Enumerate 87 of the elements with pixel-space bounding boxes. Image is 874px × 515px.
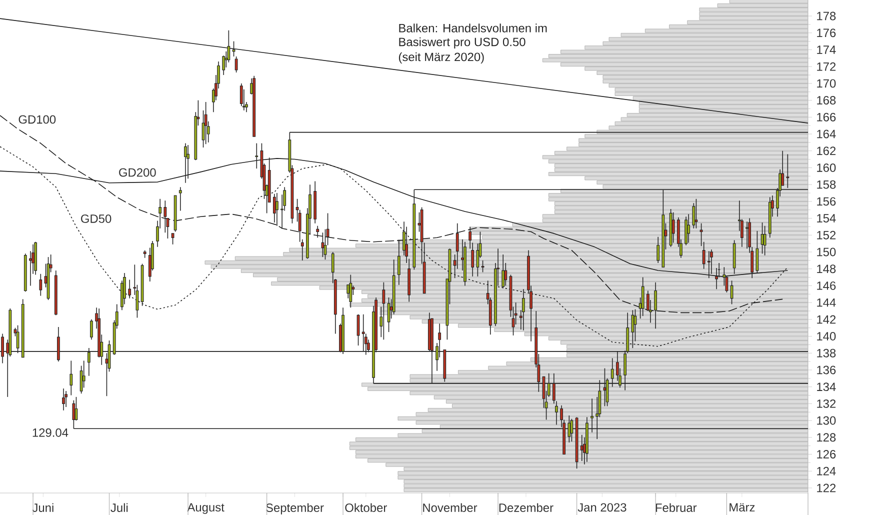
annotation: (seit März 2020) xyxy=(398,52,484,64)
candlestick xyxy=(234,56,238,73)
candlestick xyxy=(82,360,86,388)
x-tick-label: Februar xyxy=(656,503,697,512)
candlestick xyxy=(656,236,660,264)
y-tick-label: 164 xyxy=(817,130,836,138)
candlestick xyxy=(763,225,766,256)
series-label: GD100 xyxy=(18,115,56,124)
candlestick xyxy=(672,212,675,244)
y-tick-label: 122 xyxy=(817,484,836,492)
candlestick xyxy=(272,193,276,223)
x-tick-label: Juli xyxy=(110,503,128,512)
y-tick-label: 142 xyxy=(817,315,836,324)
y-tick-label: 130 xyxy=(817,416,836,425)
candlestick xyxy=(502,254,505,289)
y-tick-label: 168 xyxy=(817,96,836,105)
y-tick-label: 170 xyxy=(817,79,836,88)
y-tick-label: 156 xyxy=(817,197,836,206)
x-tick-label: Oktober xyxy=(345,503,387,512)
candlestick xyxy=(756,230,759,274)
candlestick xyxy=(746,221,748,250)
y-tick-label: 128 xyxy=(817,433,836,442)
candlestick xyxy=(171,233,174,245)
y-tick-label: 136 xyxy=(817,366,836,374)
y-tick-label: 166 xyxy=(817,112,836,122)
candlestick xyxy=(522,288,525,331)
series-label: GD200 xyxy=(119,168,156,177)
candlestick xyxy=(70,360,73,396)
y-tick-label: 144 xyxy=(817,298,836,307)
candlestick xyxy=(456,222,459,270)
y-tick-label: 126 xyxy=(817,450,836,458)
candlestick xyxy=(702,241,706,270)
candlestick xyxy=(397,240,400,286)
x-tick-label: August xyxy=(187,503,224,514)
x-tick-label: September xyxy=(266,503,324,514)
candlestick xyxy=(128,279,132,299)
y-tick-label: 176 xyxy=(817,28,836,38)
y-tick-label: 174 xyxy=(817,46,836,54)
candlestick xyxy=(349,274,352,308)
y-tick-label: 150 xyxy=(817,248,836,256)
candlestick xyxy=(276,192,278,226)
x-tick-label: Dezember xyxy=(499,503,554,512)
y-tick-label: 158 xyxy=(817,180,836,189)
y-tick-label: 148 xyxy=(817,264,836,274)
candlestick xyxy=(692,202,696,229)
candlestick xyxy=(90,319,93,340)
x-tick-label: November xyxy=(423,503,478,512)
y-tick-label: 124 xyxy=(817,466,836,476)
y-tick-label: 154 xyxy=(817,214,836,222)
candlestick xyxy=(700,222,703,246)
candlestick xyxy=(580,434,584,462)
candlestick xyxy=(164,200,167,233)
candlestick xyxy=(62,388,65,411)
series-label: GD50 xyxy=(81,214,112,223)
y-tick-label: 134 xyxy=(817,382,836,392)
annotation: 129.04 xyxy=(32,428,68,437)
candlestick xyxy=(39,274,42,296)
candlestick xyxy=(64,390,68,408)
candlestick xyxy=(222,55,226,76)
annotation: Balken: Handelsvolumen im xyxy=(399,24,547,32)
y-tick-label: 162 xyxy=(817,146,836,156)
x-tick-label: Jan 2023 xyxy=(578,503,626,512)
y-tick-label: 178 xyxy=(817,12,836,20)
y-tick-label: 160 xyxy=(817,163,836,172)
y-tick-label: 132 xyxy=(817,399,836,408)
candlestick xyxy=(382,282,386,340)
candlestick xyxy=(300,238,304,261)
candlestick xyxy=(710,249,713,274)
x-tick-label: März xyxy=(730,503,755,512)
candlestick xyxy=(730,280,734,305)
candlestick xyxy=(481,260,484,273)
y-tick-label: 146 xyxy=(817,281,836,290)
y-tick-label: 172 xyxy=(817,62,836,71)
candlestick xyxy=(178,186,182,212)
candlestick xyxy=(316,225,320,238)
y-tick-label: 138 xyxy=(817,348,836,358)
x-tick-label: Juni xyxy=(32,503,54,512)
candlestick xyxy=(684,216,688,246)
y-tick-label: 152 xyxy=(817,230,836,240)
candlestick xyxy=(321,232,324,258)
y-tick-label: 140 xyxy=(817,332,836,340)
candlestick xyxy=(694,198,698,229)
annotation: Basiswert pro USD 0.50 xyxy=(399,37,526,49)
candlestick xyxy=(204,102,208,145)
candlestick xyxy=(634,308,637,342)
candlestick xyxy=(687,214,690,244)
candlestick xyxy=(240,83,243,107)
